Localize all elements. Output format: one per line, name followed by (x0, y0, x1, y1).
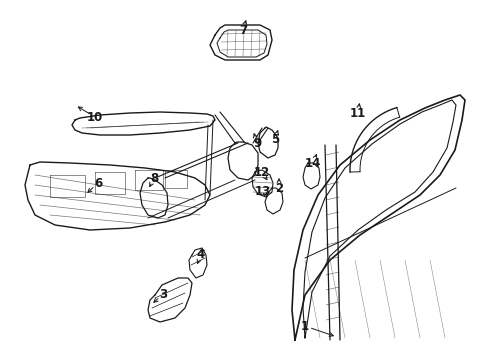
Text: 6: 6 (94, 176, 102, 189)
Text: 14: 14 (305, 157, 321, 170)
Text: 7: 7 (239, 23, 247, 36)
Text: 5: 5 (271, 132, 279, 145)
Text: 2: 2 (275, 181, 283, 194)
Text: 8: 8 (150, 171, 158, 185)
Text: 11: 11 (350, 107, 366, 120)
Text: 13: 13 (255, 185, 271, 198)
Text: 4: 4 (197, 248, 205, 261)
Text: 12: 12 (254, 166, 270, 179)
Text: 10: 10 (87, 111, 103, 123)
Text: 3: 3 (159, 288, 167, 301)
Text: 1: 1 (301, 320, 309, 333)
Text: 9: 9 (253, 136, 261, 149)
